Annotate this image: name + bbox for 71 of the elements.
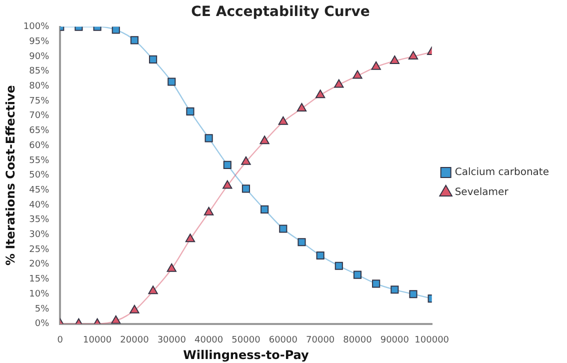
y-tick-label: 0% [34,319,50,330]
point [408,51,418,60]
point [353,270,362,279]
x-tick-label: 30000 [157,336,186,346]
y-tick-label: 65% [29,126,50,136]
chart-title: CE Acceptability Curve [191,4,370,20]
x-axis-title: Willingness-to-Pay [183,348,310,362]
point [166,263,176,272]
point [390,286,399,294]
point [390,55,400,64]
point [204,206,214,216]
legend-label: Calcium carbonate [454,167,550,178]
point [352,70,362,79]
point [223,160,232,169]
point [186,107,194,116]
y-tick-label: 30% [29,230,50,240]
point [409,290,418,298]
point [315,90,326,98]
point [148,286,158,294]
x-tick-label: 100000 [414,336,450,346]
point [241,156,251,165]
point [149,55,158,64]
point [316,251,324,260]
point [260,136,270,144]
y-tick-label: 15% [29,274,50,285]
y-tick-label: 50% [29,170,50,181]
y-tick-label: 60% [29,140,50,151]
point [242,184,250,193]
point [204,134,213,142]
y-tick-label: 55% [29,156,50,166]
y-tick-label: 40% [29,200,50,210]
point [185,234,196,242]
y-tick-label: 5% [34,304,50,314]
point [334,79,344,88]
y-tick-label: 80% [29,82,50,92]
point [334,262,343,270]
y-tick-label: 75% [29,96,50,106]
y-tick-label: 95% [29,36,50,47]
y-tick-label: 90% [29,52,50,62]
x-tick-label: 90000 [380,336,410,346]
y-tick-label: 20% [29,260,50,270]
point [260,205,269,214]
x-tick-label: 60000 [268,336,298,346]
x-tick-label: 0 [57,336,64,346]
y-tick-label: 35% [29,215,50,226]
x-tick-label: 10000 [82,336,112,346]
point [168,78,176,86]
point [371,61,381,70]
point [298,238,306,246]
y-tick-label: 45% [29,185,50,196]
y-axis-title: % Iterations Cost-Effective [3,85,18,266]
point [296,102,307,112]
point [222,180,232,189]
x-tick-label: 20000 [120,336,150,346]
x-tick-label: 50000 [232,336,261,346]
y-tick-label: 70% [29,111,50,122]
point [372,280,380,288]
point [130,36,139,44]
y-tick-label: 25% [29,244,50,255]
x-tick-label: 40000 [194,336,224,346]
x-tick-label: 80000 [343,336,372,346]
x-tick-label: 70000 [306,336,335,346]
point [278,116,288,125]
point [130,304,140,314]
y-tick-label: 10% [29,289,50,300]
y-tick-label: 100% [23,22,50,32]
point [279,224,288,233]
y-tick-label: 85% [29,66,50,77]
point [111,315,121,324]
point [112,26,120,34]
legend-label: Sevelamer [454,187,510,198]
